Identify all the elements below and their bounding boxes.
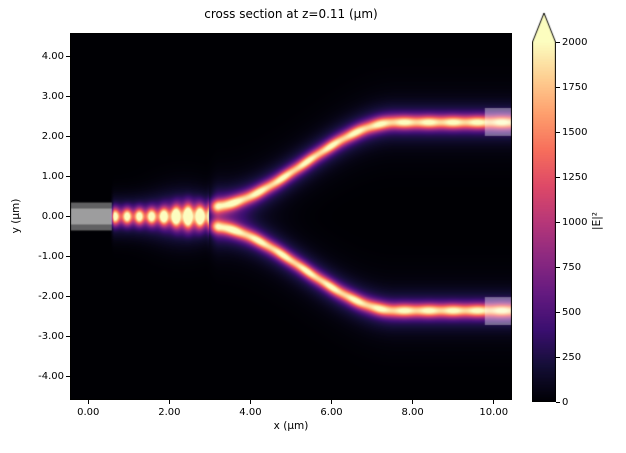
colorbar-tick-label: 1250	[562, 171, 588, 183]
colorbar-tick-label: 1000	[562, 216, 588, 228]
colorbar-tick-label: 500	[562, 306, 582, 318]
colorbar-tick-mark	[556, 311, 560, 313]
y-tick-label: -1.00	[38, 250, 64, 262]
y-tick-mark	[66, 335, 70, 337]
colorbar-tick-mark	[556, 356, 560, 358]
heatmap-image	[70, 33, 512, 400]
x-tick-mark	[493, 400, 495, 404]
x-tick-label: 0.00	[77, 407, 100, 418]
colorbar-tick-label: 250	[562, 351, 582, 363]
x-tick-mark	[331, 400, 333, 404]
y-tick-label: 3.00	[41, 91, 64, 103]
x-tick-label: 10.00	[479, 407, 509, 418]
y-tick-mark	[66, 176, 70, 178]
y-tick-mark	[66, 56, 70, 58]
x-tick-mark	[87, 400, 89, 404]
y-tick-label: -3.00	[38, 330, 64, 342]
y-tick-label: 0.00	[41, 211, 64, 222]
y-tick-mark	[66, 375, 70, 377]
x-axis-label: x (μm)	[273, 420, 309, 432]
y-tick-mark	[66, 96, 70, 98]
x-tick-mark	[168, 400, 170, 404]
colorbar-tick-label: 750	[562, 261, 582, 273]
colorbar-tick-mark	[556, 86, 560, 88]
colorbar-tick-mark	[556, 176, 560, 178]
colorbar	[532, 12, 556, 402]
colorbar-tick-label: 2000	[562, 36, 588, 48]
colorbar-tick-mark	[556, 221, 560, 223]
colorbar-tick-mark	[556, 266, 560, 268]
x-tick-label: 4.00	[239, 407, 262, 418]
y-tick-mark	[66, 216, 70, 217]
colorbar-tick-label: 1750	[562, 81, 588, 93]
y-tick-mark	[66, 255, 70, 257]
colorbar-tick-label: 0	[562, 396, 569, 408]
colorbar-tick-mark	[556, 41, 560, 43]
x-tick-label: 6.00	[320, 407, 343, 418]
plot-title: cross section at z=0.11 (μm)	[204, 7, 378, 21]
y-tick-mark	[66, 295, 70, 297]
y-tick-label: 2.00	[41, 131, 64, 143]
x-tick-label: 2.00	[158, 407, 181, 418]
x-tick-label: 8.00	[401, 407, 424, 418]
colorbar-tick-mark	[556, 131, 560, 133]
y-tick-label: 4.00	[41, 51, 64, 63]
y-tick-label: -2.00	[38, 290, 64, 302]
x-tick-mark	[249, 400, 251, 404]
y-tick-label: 1.00	[41, 171, 64, 183]
y-tick-mark	[66, 136, 70, 138]
colorbar-tick-mark	[556, 401, 560, 403]
x-tick-mark	[412, 400, 414, 404]
y-tick-label: -4.00	[38, 370, 64, 382]
colorbar-tick-label: 1500	[562, 126, 588, 138]
